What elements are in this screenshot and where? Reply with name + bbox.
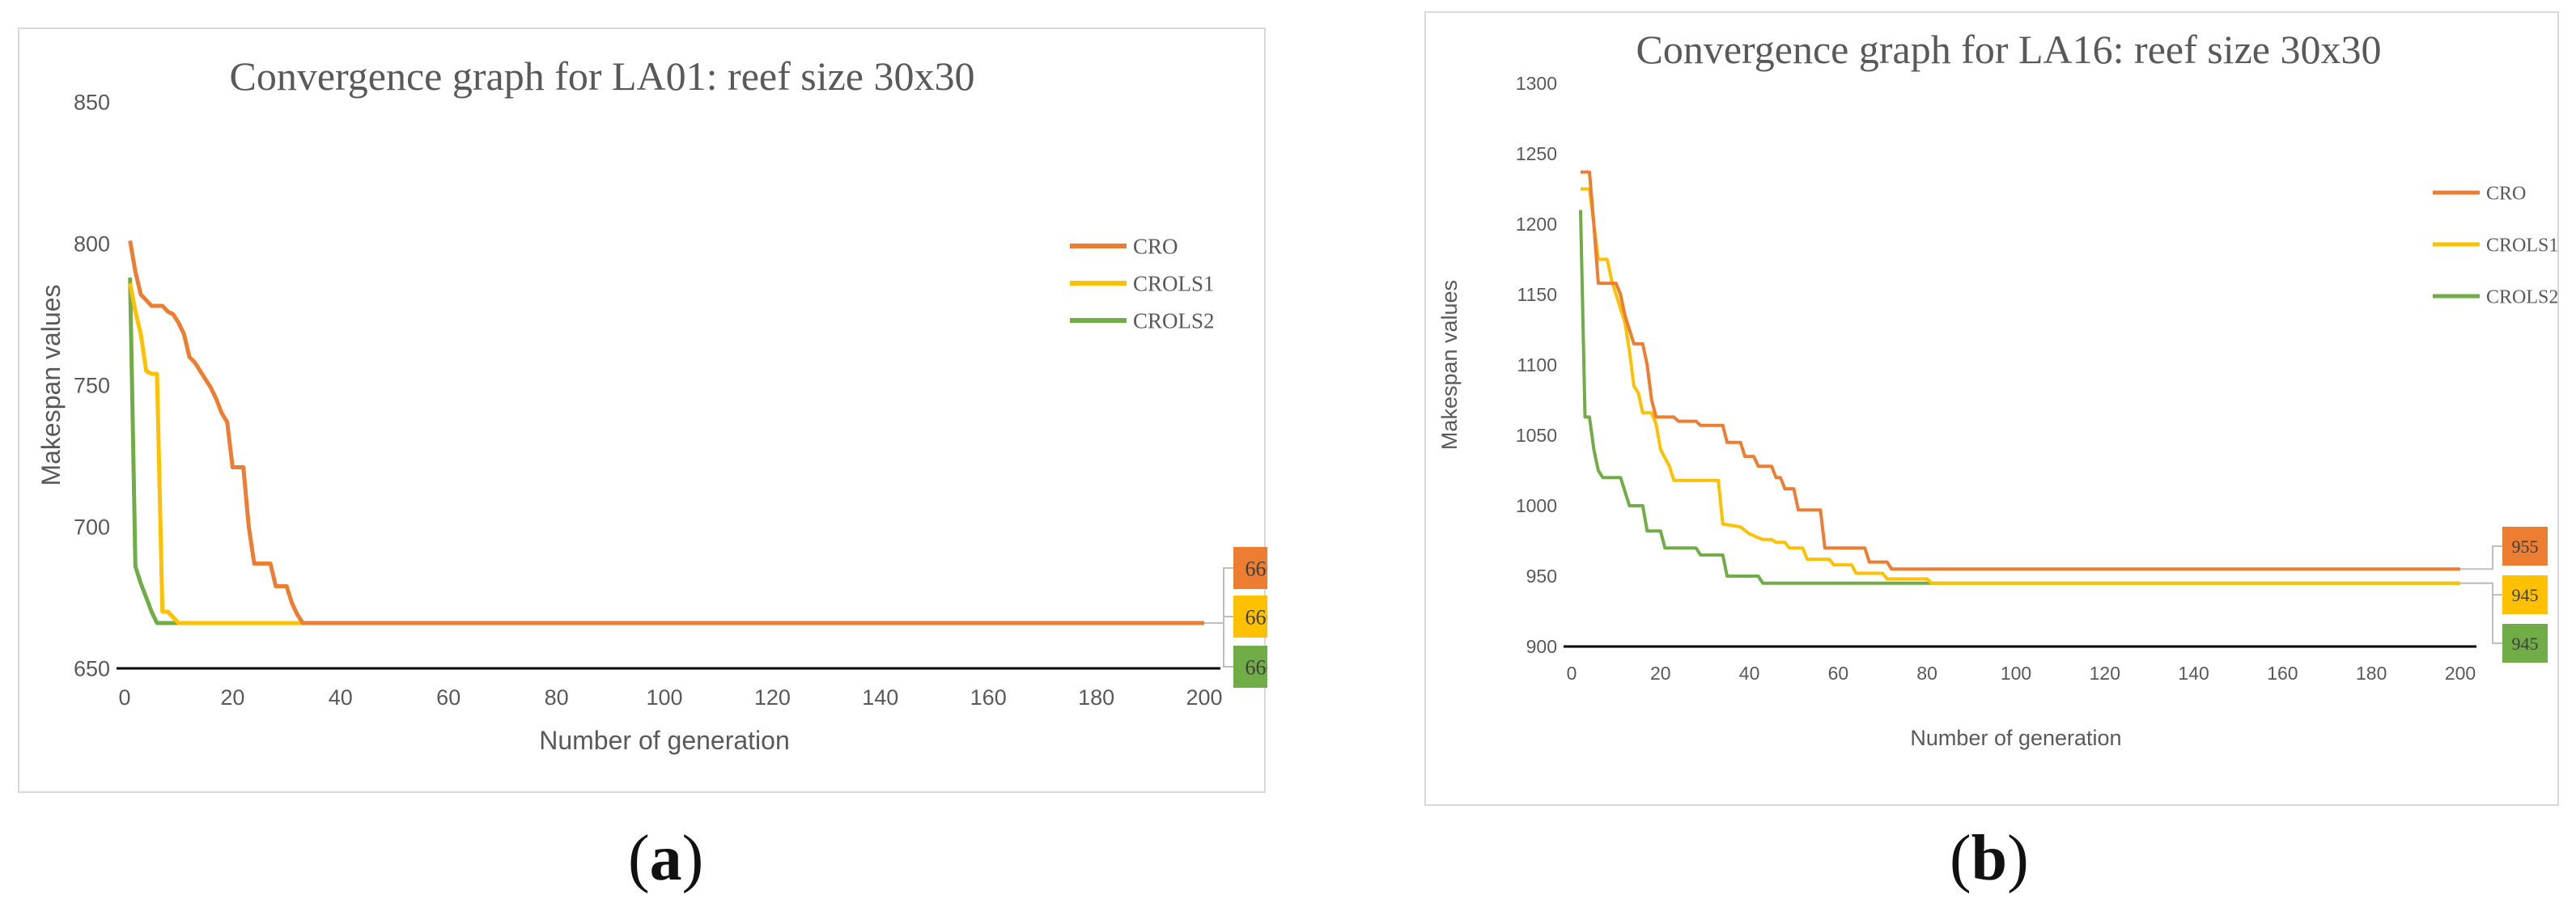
callout-box-crols1-b: [2502, 575, 2548, 614]
x-tick-label-b: 100: [2001, 663, 2031, 684]
callout-value-crols2-b: 945: [2512, 634, 2539, 654]
series-line-crols2-b: [1579, 210, 2460, 585]
y-tick-label-b: 1150: [1517, 284, 1557, 305]
y-axis-title-a: Makespan values: [36, 284, 66, 485]
x-tick-label-a: 140: [862, 685, 898, 710]
x-tick-label-a: 200: [1186, 685, 1222, 710]
x-tick-label-b: 40: [1739, 663, 1760, 684]
chart-frame-b: Convergence graph for LA16: reef size 30…: [1424, 11, 2559, 806]
callout-value-cro-b: 955: [2512, 536, 2539, 557]
y-tick-label-b: 900: [1526, 636, 1557, 657]
callout-value-crols2-a: 666: [1246, 655, 1268, 679]
chart-title-a: Convergence graph for LA01: reef size 30…: [230, 53, 975, 99]
y-tick-label-a: 750: [74, 373, 110, 397]
y-tick-label-a: 800: [74, 231, 110, 256]
y-tick-label-b: 950: [1526, 566, 1557, 587]
callout-leader-cro-a: [1204, 567, 1233, 624]
y-tick-label-a: 650: [74, 656, 110, 680]
legend-label-crols1-b: CROLS1: [2486, 235, 2558, 256]
x-tick-label-b: 160: [2267, 663, 2298, 684]
series-line-crols1-a: [128, 282, 1204, 625]
legend-label-cro-b: CRO: [2486, 183, 2526, 204]
x-tick-label-a: 40: [329, 685, 353, 710]
chart-b: Convergence graph for LA16: reef size 30…: [1437, 27, 2558, 750]
legend-label-crols2-b: CROLS2: [2486, 286, 2558, 307]
callout-leader-crols2-b: [2460, 582, 2502, 644]
x-tick-label-a: 120: [754, 685, 791, 710]
x-tick-label-b: 140: [2178, 663, 2209, 684]
callout-box-crols1-a: [1233, 596, 1267, 638]
callout-leader-crols1-b: [2460, 582, 2502, 596]
x-tick-label-b: 200: [2445, 663, 2476, 684]
series-line-cro-a: [128, 240, 1204, 625]
callout-box-cro-b: [2502, 527, 2548, 566]
callout-box-cro-a: [1233, 547, 1267, 589]
series-line-crols2-a: [128, 277, 1204, 625]
callout-value-crols1-a: 666: [1246, 605, 1268, 629]
y-tick-label-b: 1050: [1516, 425, 1557, 446]
callout-leader-crols1-a: [1204, 616, 1233, 624]
panel-label-b: (b): [1950, 823, 2029, 894]
panel-label-a: (a): [628, 823, 704, 894]
x-tick-label-a: 20: [220, 685, 244, 710]
legend-label-crols2-a: CROLS2: [1133, 308, 1215, 333]
y-tick-label-b: 1300: [1516, 73, 1557, 94]
y-tick-label-b: 1100: [1517, 354, 1557, 375]
callout-box-crols2-b: [2502, 624, 2548, 663]
y-tick-label-b: 1000: [1516, 495, 1557, 516]
x-tick-label-b: 180: [2356, 663, 2387, 684]
x-tick-label-b: 0: [1567, 663, 1577, 684]
x-tick-label-a: 0: [118, 685, 130, 710]
y-tick-label-b: 1250: [1516, 143, 1557, 164]
legend-label-crols1-a: CROLS1: [1133, 271, 1215, 295]
y-axis-title-b: Makespan values: [1437, 280, 1462, 450]
y-tick-label-b: 1200: [1516, 214, 1557, 235]
x-tick-label-b: 20: [1650, 663, 1671, 684]
y-tick-label-a: 850: [74, 90, 110, 114]
series-line-crols1-b: [1581, 187, 2460, 585]
x-tick-label-a: 160: [970, 685, 1007, 710]
chart-title-b: Convergence graph for LA16: reef size 30…: [1636, 27, 2382, 72]
callout-value-crols1-b: 945: [2512, 585, 2539, 605]
x-tick-label-a: 80: [545, 685, 569, 710]
x-axis-title-a: Number of generation: [539, 726, 790, 755]
chart-frame-a: Convergence graph for LA01: reef size 30…: [18, 28, 1268, 793]
legend-label-cro-a: CRO: [1133, 234, 1178, 258]
chart-a: Convergence graph for LA01: reef size 30…: [36, 53, 1268, 755]
x-tick-label-a: 180: [1078, 685, 1114, 710]
x-tick-label-b: 80: [1916, 663, 1937, 684]
y-tick-label-a: 700: [74, 515, 110, 539]
callout-value-cro-a: 666: [1246, 557, 1268, 580]
callout-box-crols2-a: [1233, 646, 1267, 688]
x-axis-title-b: Number of generation: [1910, 726, 2121, 750]
x-tick-label-a: 100: [646, 685, 682, 710]
series-line-cro-b: [1581, 170, 2460, 571]
x-tick-label-b: 60: [1828, 663, 1849, 684]
callout-leader-cro-b: [2460, 545, 2502, 570]
x-tick-label-b: 120: [2090, 663, 2120, 684]
x-tick-label-a: 60: [436, 685, 460, 710]
callout-leader-crols2-a: [1204, 622, 1233, 668]
